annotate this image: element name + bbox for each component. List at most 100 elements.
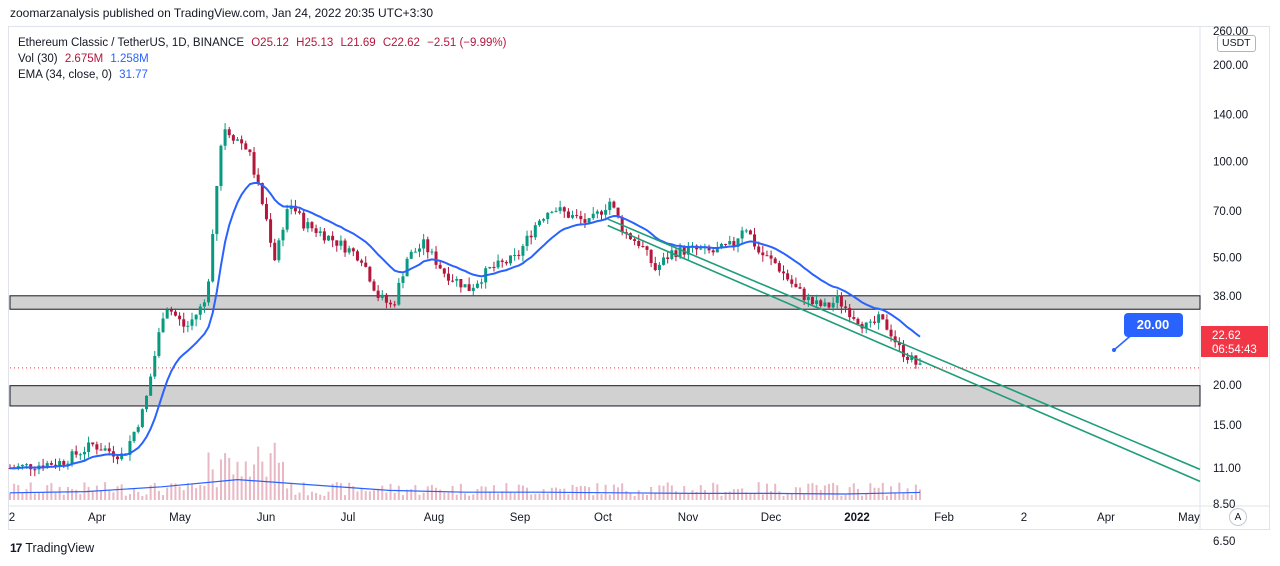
volume-bar bbox=[71, 489, 74, 500]
candle-body bbox=[777, 263, 781, 272]
volume-bar bbox=[778, 491, 781, 500]
candle-body bbox=[525, 235, 529, 247]
volume-bar bbox=[331, 483, 334, 500]
volume-bar bbox=[137, 491, 140, 500]
candle-body bbox=[815, 300, 819, 305]
candle-body bbox=[434, 251, 438, 265]
candle-body bbox=[202, 302, 206, 307]
volume-bar bbox=[861, 495, 864, 500]
candle-body bbox=[446, 273, 450, 281]
candle-body bbox=[343, 240, 347, 253]
candle-body bbox=[418, 248, 421, 252]
volume-bar bbox=[25, 489, 28, 500]
volume-bar bbox=[319, 494, 322, 500]
volume-bar bbox=[257, 446, 260, 500]
time-tick-label: Apr bbox=[1097, 512, 1115, 524]
candle-body bbox=[471, 287, 475, 291]
bar-countdown: 06:54:43 bbox=[1212, 344, 1257, 356]
volume-bar bbox=[765, 483, 768, 500]
candle-body bbox=[347, 248, 351, 253]
candle-body bbox=[480, 282, 484, 284]
candle-body bbox=[856, 318, 860, 325]
ohlc-close: C22.62 bbox=[382, 37, 420, 49]
tradingview-logo-icon[interactable]: 17 bbox=[10, 541, 22, 555]
volume-bar bbox=[87, 487, 90, 500]
symbol-title[interactable]: Ethereum Classic / TetherUS, 1D, BINANCE bbox=[18, 37, 245, 49]
volume-bar bbox=[162, 495, 165, 500]
candle-body bbox=[442, 268, 446, 274]
candle-body bbox=[397, 282, 401, 305]
candle-body bbox=[66, 463, 70, 465]
callout-label: 20.00 bbox=[1137, 317, 1170, 332]
time-tick-label: Jul bbox=[341, 512, 356, 524]
candle-body bbox=[583, 219, 587, 223]
volume-bar bbox=[646, 495, 648, 500]
candle-body bbox=[136, 427, 140, 432]
candle-body bbox=[918, 363, 922, 365]
ohlc-open: O25.12 bbox=[251, 37, 289, 49]
volume-bar bbox=[21, 492, 24, 500]
price-tick-label: 70.00 bbox=[1213, 206, 1242, 218]
candle-body bbox=[186, 325, 190, 327]
candle-body bbox=[810, 297, 814, 305]
volume-bar bbox=[199, 485, 202, 500]
volume-bar bbox=[269, 453, 272, 500]
candle-body bbox=[231, 135, 235, 141]
volume-bar bbox=[654, 493, 657, 500]
volume-label[interactable]: Vol (30) bbox=[18, 53, 58, 65]
volume-bar bbox=[455, 494, 458, 500]
candle-body bbox=[207, 281, 211, 303]
time-tick-label: Sep bbox=[510, 512, 530, 524]
candle-body bbox=[380, 294, 384, 298]
auto-scale-button[interactable]: A bbox=[1229, 508, 1247, 526]
volume-bar bbox=[869, 483, 872, 500]
candle-body bbox=[736, 238, 740, 247]
volume-bar bbox=[505, 483, 508, 500]
candle-body bbox=[475, 283, 479, 288]
volume-bar bbox=[807, 483, 810, 500]
volume-bar bbox=[186, 483, 189, 500]
candle-body bbox=[550, 211, 554, 213]
candle-body bbox=[223, 129, 227, 146]
ohlc-change: −2.51 (−9.99%) bbox=[427, 37, 507, 49]
candle-body bbox=[322, 231, 326, 241]
footer-brand[interactable]: TradingView bbox=[25, 541, 95, 555]
time-tick-label: Nov bbox=[678, 512, 699, 524]
candle-body bbox=[868, 321, 872, 323]
volume-bar bbox=[203, 485, 206, 500]
candle-body bbox=[744, 230, 748, 232]
volume-bar bbox=[282, 461, 284, 500]
candle-body bbox=[20, 464, 24, 467]
volume-bar bbox=[534, 493, 537, 500]
volume-bar bbox=[157, 490, 160, 500]
volume-bar bbox=[885, 495, 888, 500]
volume-bar bbox=[335, 482, 338, 500]
candle-body bbox=[339, 240, 343, 246]
price-tick-label: 200.00 bbox=[1213, 60, 1248, 72]
volume-ma-line bbox=[9, 478, 921, 495]
candle-body bbox=[562, 207, 566, 212]
candle-body bbox=[194, 314, 198, 320]
volume-bar bbox=[708, 493, 711, 500]
volume-bar bbox=[290, 483, 293, 500]
volume-bar bbox=[348, 482, 351, 500]
volume-bar bbox=[62, 494, 65, 500]
currency-badge[interactable]: USDT bbox=[1217, 35, 1256, 52]
volume-bar bbox=[803, 494, 806, 500]
volume-bar bbox=[737, 489, 739, 500]
candle-body bbox=[178, 315, 182, 320]
candle-body bbox=[686, 247, 690, 255]
volume-bar bbox=[559, 488, 562, 500]
volume-bar bbox=[877, 487, 880, 500]
volume-bar bbox=[248, 476, 251, 500]
candle-body bbox=[252, 152, 256, 175]
candle-body bbox=[492, 266, 496, 268]
candle-body bbox=[827, 302, 831, 308]
volume-bar bbox=[9, 492, 11, 500]
ema-label[interactable]: EMA (34, close, 0) bbox=[18, 69, 112, 81]
candle-body bbox=[293, 205, 297, 212]
candle-body bbox=[604, 210, 608, 215]
volume-bar bbox=[166, 487, 169, 500]
volume-bar bbox=[100, 490, 102, 500]
